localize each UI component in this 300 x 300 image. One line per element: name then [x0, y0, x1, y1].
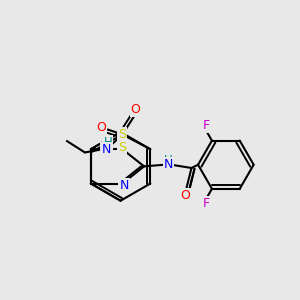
Text: O: O	[130, 103, 140, 116]
Text: N: N	[119, 179, 129, 192]
Text: H: H	[103, 136, 112, 149]
Text: F: F	[203, 119, 210, 132]
Text: S: S	[118, 141, 126, 154]
Text: F: F	[203, 197, 210, 210]
Text: O: O	[180, 189, 190, 202]
Text: N: N	[101, 143, 111, 156]
Text: O: O	[96, 122, 106, 134]
Text: S: S	[118, 128, 127, 141]
Text: H: H	[164, 154, 173, 167]
Text: N: N	[164, 158, 173, 171]
